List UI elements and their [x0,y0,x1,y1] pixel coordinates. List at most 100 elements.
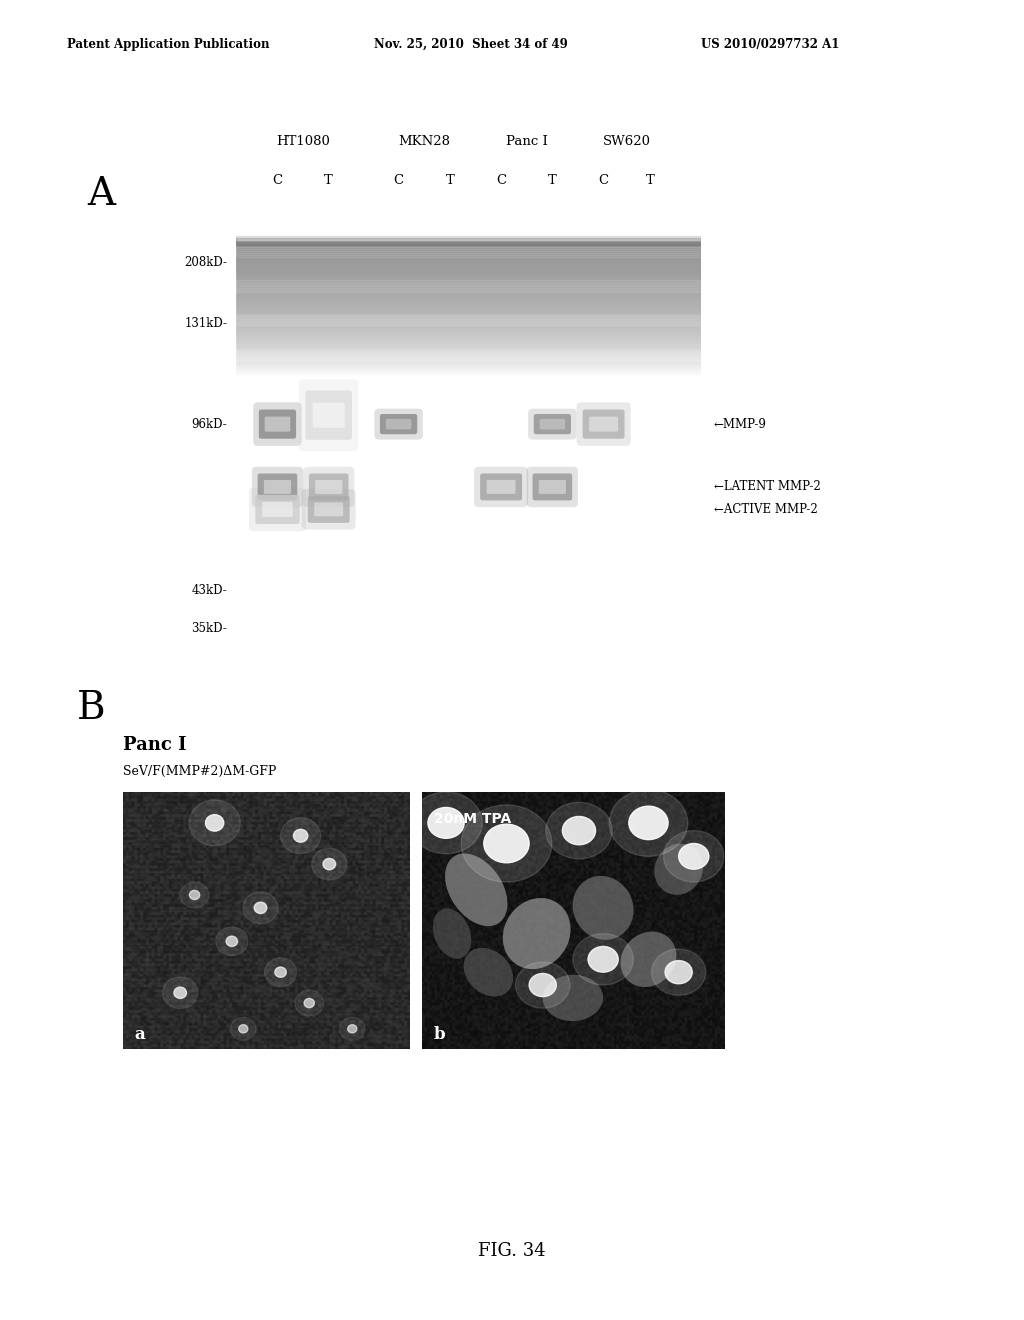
Ellipse shape [543,974,603,1022]
Ellipse shape [445,854,508,927]
Circle shape [483,824,529,863]
FancyBboxPatch shape [528,409,577,440]
Text: T: T [646,174,654,187]
Circle shape [679,843,709,870]
Text: a: a [134,1026,145,1043]
FancyBboxPatch shape [486,480,515,494]
FancyBboxPatch shape [299,379,358,451]
Circle shape [274,968,287,977]
Circle shape [323,858,336,870]
FancyBboxPatch shape [258,474,297,500]
Circle shape [180,882,209,908]
Circle shape [428,808,464,838]
Text: FIG. 34: FIG. 34 [478,1242,546,1261]
FancyBboxPatch shape [577,403,631,446]
FancyBboxPatch shape [480,474,522,500]
Circle shape [665,961,692,983]
Circle shape [562,817,596,845]
Text: T: T [548,174,557,187]
FancyBboxPatch shape [264,417,290,432]
Circle shape [311,849,347,880]
FancyBboxPatch shape [264,480,291,494]
FancyBboxPatch shape [380,414,417,434]
Circle shape [281,818,321,854]
Text: Nov. 25, 2010  Sheet 34 of 49: Nov. 25, 2010 Sheet 34 of 49 [374,37,567,50]
Circle shape [629,807,668,840]
Text: ←ACTIVE MMP-2: ←ACTIVE MMP-2 [714,503,817,516]
FancyBboxPatch shape [526,467,578,507]
Text: ←LATENT MMP-2: ←LATENT MMP-2 [714,480,820,494]
Circle shape [230,1018,256,1040]
FancyBboxPatch shape [583,409,625,438]
Circle shape [189,890,200,900]
Circle shape [206,814,224,832]
Ellipse shape [621,932,677,987]
FancyBboxPatch shape [253,403,302,446]
Circle shape [529,973,556,997]
Text: b: b [434,1026,445,1043]
Ellipse shape [433,908,471,958]
Circle shape [226,936,238,946]
Text: 20nM TPA: 20nM TPA [434,812,511,826]
FancyBboxPatch shape [249,487,306,531]
Ellipse shape [503,898,570,969]
Text: HT1080: HT1080 [276,135,330,148]
FancyBboxPatch shape [532,474,572,500]
FancyBboxPatch shape [303,467,354,507]
Circle shape [295,990,324,1016]
Text: A: A [87,176,115,213]
Ellipse shape [572,876,634,940]
Text: 96kD-: 96kD- [191,417,227,430]
Circle shape [294,829,308,842]
Circle shape [304,998,314,1007]
FancyBboxPatch shape [386,418,412,429]
Circle shape [573,933,633,985]
Text: ←MMP-9: ←MMP-9 [714,417,767,430]
Text: 35kD-: 35kD- [191,622,227,635]
Text: Patent Application Publication: Patent Application Publication [67,37,269,50]
FancyBboxPatch shape [255,495,300,524]
Bar [236,236,701,243]
FancyBboxPatch shape [315,480,342,494]
Text: 131kD-: 131kD- [184,317,227,330]
Text: C: C [272,174,283,187]
FancyBboxPatch shape [589,417,618,432]
FancyBboxPatch shape [312,403,345,428]
Ellipse shape [654,843,703,895]
FancyBboxPatch shape [305,391,352,440]
Circle shape [546,803,612,859]
Circle shape [264,958,297,986]
Circle shape [239,1024,248,1034]
FancyBboxPatch shape [474,467,528,507]
Text: T: T [325,174,333,187]
Text: MKN28: MKN28 [398,135,451,148]
Circle shape [515,962,570,1008]
Circle shape [609,789,688,857]
Text: SW620: SW620 [603,135,651,148]
Text: T: T [445,174,455,187]
Circle shape [243,892,279,924]
Text: B: B [77,690,105,727]
Text: SeV/F(MMP#2)ΔM-GFP: SeV/F(MMP#2)ΔM-GFP [123,764,276,777]
FancyBboxPatch shape [302,490,355,529]
Circle shape [189,800,241,846]
Circle shape [588,946,618,972]
Text: 208kD-: 208kD- [184,256,227,269]
Circle shape [254,902,267,913]
Text: C: C [599,174,608,187]
FancyBboxPatch shape [259,409,296,438]
FancyBboxPatch shape [308,496,349,523]
FancyBboxPatch shape [314,503,343,516]
Ellipse shape [464,948,513,997]
Bar [236,238,701,244]
Circle shape [339,1018,366,1040]
Text: US 2010/0297732 A1: US 2010/0297732 A1 [701,37,840,50]
FancyBboxPatch shape [540,418,565,429]
Text: C: C [496,174,506,187]
Text: Panc I: Panc I [506,135,548,148]
Circle shape [348,1024,356,1034]
FancyBboxPatch shape [262,502,293,517]
FancyBboxPatch shape [539,480,566,494]
Circle shape [216,927,248,956]
FancyBboxPatch shape [375,409,423,440]
